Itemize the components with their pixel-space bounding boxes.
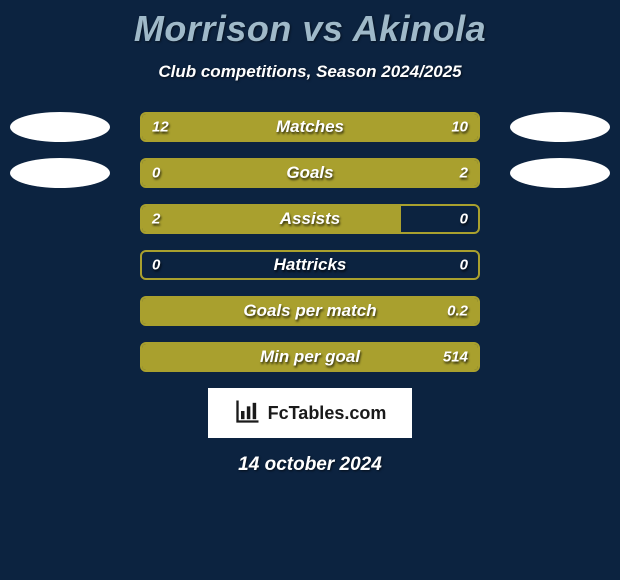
stat-value-left: 2 — [152, 211, 160, 228]
stat-value-right: 2 — [460, 165, 468, 182]
stat-row: Matches 12 10 — [0, 112, 620, 142]
stat-value-left: 0 — [152, 257, 160, 274]
bar-fill-left — [142, 206, 401, 232]
stat-value-right: 514 — [443, 349, 468, 366]
stat-row: Hattricks 0 0 — [0, 250, 620, 280]
stat-value-left: 12 — [152, 119, 169, 136]
stat-bar: Goals 0 2 — [140, 158, 480, 188]
stat-value-right: 0 — [460, 211, 468, 228]
logo-text: FcTables.com — [268, 403, 387, 424]
stat-label: Min per goal — [260, 347, 360, 367]
stat-row: Min per goal 514 — [0, 342, 620, 372]
comparison-chart: Matches1210Goals02Assists20Hattricks00Go… — [0, 112, 620, 372]
player-avatar-left — [10, 158, 110, 188]
date-label: 14 october 2024 — [0, 454, 620, 476]
stat-bar: Assists 2 0 — [140, 204, 480, 234]
logo-box: FcTables.com — [208, 388, 412, 438]
subtitle: Club competitions, Season 2024/2025 — [0, 62, 620, 82]
stat-value-right: 0.2 — [447, 303, 468, 320]
player-avatar-right — [510, 112, 610, 142]
stat-label: Hattricks — [274, 255, 347, 275]
chart-icon — [234, 397, 262, 430]
stat-value-left: 0 — [152, 165, 160, 182]
stat-value-right: 10 — [451, 119, 468, 136]
stat-bar: Goals per match 0.2 — [140, 296, 480, 326]
stat-value-right: 0 — [460, 257, 468, 274]
stat-label: Goals per match — [243, 301, 376, 321]
stat-bar: Hattricks 0 0 — [140, 250, 480, 280]
stat-bar: Matches 12 10 — [140, 112, 480, 142]
stat-row: Goals 0 2 — [0, 158, 620, 188]
stat-label: Assists — [280, 209, 340, 229]
stat-row: Goals per match 0.2 — [0, 296, 620, 326]
stat-bar: Min per goal 514 — [140, 342, 480, 372]
stat-label: Goals — [286, 163, 333, 183]
player-avatar-left — [10, 112, 110, 142]
stat-label: Matches — [276, 117, 344, 137]
stat-row: Assists 2 0 — [0, 204, 620, 234]
page-title: Morrison vs Akinola — [0, 0, 620, 50]
player-avatar-right — [510, 158, 610, 188]
